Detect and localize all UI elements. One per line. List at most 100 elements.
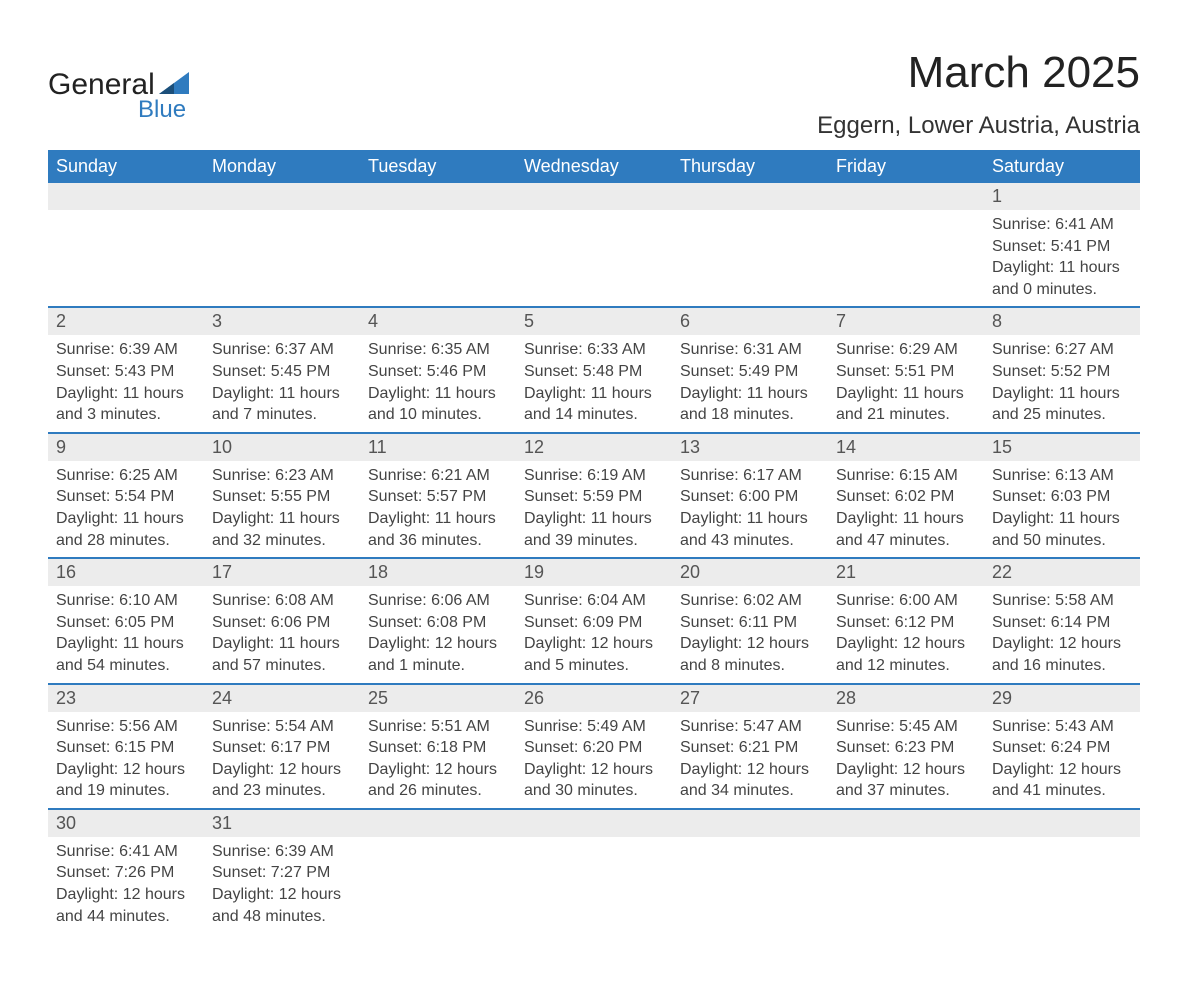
day-cell [48, 210, 204, 306]
day-cell [672, 837, 828, 933]
day-number: 26 [516, 685, 672, 712]
sunset-text: Sunset: 6:24 PM [992, 737, 1132, 759]
sunset-text: Sunset: 5:54 PM [56, 486, 196, 508]
day-number: 21 [828, 559, 984, 586]
day-number: 12 [516, 434, 672, 461]
sunset-text: Sunset: 5:52 PM [992, 361, 1132, 383]
calendar-week: 1Sunrise: 6:41 AMSunset: 5:41 PMDaylight… [48, 183, 1140, 306]
day-number: 8 [984, 308, 1140, 335]
daylight-text: Daylight: 11 hours and 3 minutes. [56, 383, 196, 426]
day-number: 25 [360, 685, 516, 712]
day-number: 11 [360, 434, 516, 461]
day-number-row: 1 [48, 183, 1140, 210]
day-number: 24 [204, 685, 360, 712]
sunrise-text: Sunrise: 6:33 AM [524, 339, 664, 361]
weekday-header: Thursday [672, 150, 828, 183]
weekday-header: Wednesday [516, 150, 672, 183]
day-cell [828, 837, 984, 933]
calendar-week: 3031Sunrise: 6:41 AMSunset: 7:26 PMDayli… [48, 808, 1140, 933]
sunrise-text: Sunrise: 5:51 AM [368, 716, 508, 738]
sunset-text: Sunset: 6:21 PM [680, 737, 820, 759]
daylight-text: Daylight: 12 hours and 48 minutes. [212, 884, 352, 927]
month-title: March 2025 [817, 48, 1140, 98]
daylight-text: Daylight: 11 hours and 28 minutes. [56, 508, 196, 551]
day-number: 16 [48, 559, 204, 586]
sunrise-text: Sunrise: 5:49 AM [524, 716, 664, 738]
day-number-row: 2345678 [48, 308, 1140, 335]
sunrise-text: Sunrise: 6:25 AM [56, 465, 196, 487]
header-row: General Blue March 2025 Eggern, Lower Au… [48, 48, 1140, 140]
day-cell: Sunrise: 6:41 AMSunset: 5:41 PMDaylight:… [984, 210, 1140, 306]
sunset-text: Sunset: 5:49 PM [680, 361, 820, 383]
sunrise-text: Sunrise: 6:10 AM [56, 590, 196, 612]
sunset-text: Sunset: 5:51 PM [836, 361, 976, 383]
calendar-body: 1Sunrise: 6:41 AMSunset: 5:41 PMDaylight… [48, 183, 1140, 933]
sunrise-text: Sunrise: 6:15 AM [836, 465, 976, 487]
sunrise-text: Sunrise: 6:39 AM [212, 841, 352, 863]
sunrise-text: Sunrise: 6:27 AM [992, 339, 1132, 361]
daylight-text: Daylight: 12 hours and 12 minutes. [836, 633, 976, 676]
sunrise-text: Sunrise: 6:19 AM [524, 465, 664, 487]
title-block: March 2025 Eggern, Lower Austria, Austri… [817, 48, 1140, 140]
day-number: 4 [360, 308, 516, 335]
day-data-row: Sunrise: 6:41 AMSunset: 7:26 PMDaylight:… [48, 837, 1140, 933]
day-number [984, 810, 1140, 837]
day-cell: Sunrise: 6:39 AMSunset: 7:27 PMDaylight:… [204, 837, 360, 933]
sunrise-text: Sunrise: 6:08 AM [212, 590, 352, 612]
day-cell: Sunrise: 6:35 AMSunset: 5:46 PMDaylight:… [360, 335, 516, 431]
day-number: 10 [204, 434, 360, 461]
sunset-text: Sunset: 6:20 PM [524, 737, 664, 759]
sunrise-text: Sunrise: 5:58 AM [992, 590, 1132, 612]
sunset-text: Sunset: 6:05 PM [56, 612, 196, 634]
daylight-text: Daylight: 11 hours and 47 minutes. [836, 508, 976, 551]
day-cell: Sunrise: 6:23 AMSunset: 5:55 PMDaylight:… [204, 461, 360, 557]
sunrise-text: Sunrise: 6:35 AM [368, 339, 508, 361]
daylight-text: Daylight: 11 hours and 32 minutes. [212, 508, 352, 551]
daylight-text: Daylight: 12 hours and 1 minute. [368, 633, 508, 676]
daylight-text: Daylight: 11 hours and 0 minutes. [992, 257, 1132, 300]
sunset-text: Sunset: 6:12 PM [836, 612, 976, 634]
sunrise-text: Sunrise: 5:56 AM [56, 716, 196, 738]
day-cell [516, 837, 672, 933]
day-cell [360, 210, 516, 306]
day-number: 7 [828, 308, 984, 335]
day-cell: Sunrise: 5:45 AMSunset: 6:23 PMDaylight:… [828, 712, 984, 808]
weekday-header: Friday [828, 150, 984, 183]
sunset-text: Sunset: 7:27 PM [212, 862, 352, 884]
day-data-row: Sunrise: 5:56 AMSunset: 6:15 PMDaylight:… [48, 712, 1140, 808]
day-data-row: Sunrise: 6:25 AMSunset: 5:54 PMDaylight:… [48, 461, 1140, 557]
daylight-text: Daylight: 11 hours and 57 minutes. [212, 633, 352, 676]
sunrise-text: Sunrise: 6:04 AM [524, 590, 664, 612]
sunset-text: Sunset: 6:06 PM [212, 612, 352, 634]
sunrise-text: Sunrise: 6:17 AM [680, 465, 820, 487]
day-number [360, 183, 516, 210]
day-number [204, 183, 360, 210]
sunset-text: Sunset: 6:02 PM [836, 486, 976, 508]
day-cell: Sunrise: 6:39 AMSunset: 5:43 PMDaylight:… [48, 335, 204, 431]
day-cell: Sunrise: 6:33 AMSunset: 5:48 PMDaylight:… [516, 335, 672, 431]
sunrise-text: Sunrise: 6:41 AM [56, 841, 196, 863]
day-number: 17 [204, 559, 360, 586]
daylight-text: Daylight: 12 hours and 44 minutes. [56, 884, 196, 927]
daylight-text: Daylight: 12 hours and 37 minutes. [836, 759, 976, 802]
day-cell: Sunrise: 6:31 AMSunset: 5:49 PMDaylight:… [672, 335, 828, 431]
sunset-text: Sunset: 5:46 PM [368, 361, 508, 383]
day-number: 14 [828, 434, 984, 461]
day-number [672, 183, 828, 210]
calendar-header-row: Sunday Monday Tuesday Wednesday Thursday… [48, 150, 1140, 183]
day-cell: Sunrise: 6:25 AMSunset: 5:54 PMDaylight:… [48, 461, 204, 557]
day-cell [516, 210, 672, 306]
day-cell: Sunrise: 6:29 AMSunset: 5:51 PMDaylight:… [828, 335, 984, 431]
sunrise-text: Sunrise: 6:13 AM [992, 465, 1132, 487]
day-number [516, 810, 672, 837]
day-cell: Sunrise: 5:58 AMSunset: 6:14 PMDaylight:… [984, 586, 1140, 682]
day-number: 23 [48, 685, 204, 712]
day-cell: Sunrise: 5:56 AMSunset: 6:15 PMDaylight:… [48, 712, 204, 808]
day-cell: Sunrise: 6:08 AMSunset: 6:06 PMDaylight:… [204, 586, 360, 682]
sunrise-text: Sunrise: 6:21 AM [368, 465, 508, 487]
day-number: 20 [672, 559, 828, 586]
daylight-text: Daylight: 12 hours and 30 minutes. [524, 759, 664, 802]
day-number: 9 [48, 434, 204, 461]
sunrise-text: Sunrise: 5:43 AM [992, 716, 1132, 738]
day-cell: Sunrise: 5:49 AMSunset: 6:20 PMDaylight:… [516, 712, 672, 808]
